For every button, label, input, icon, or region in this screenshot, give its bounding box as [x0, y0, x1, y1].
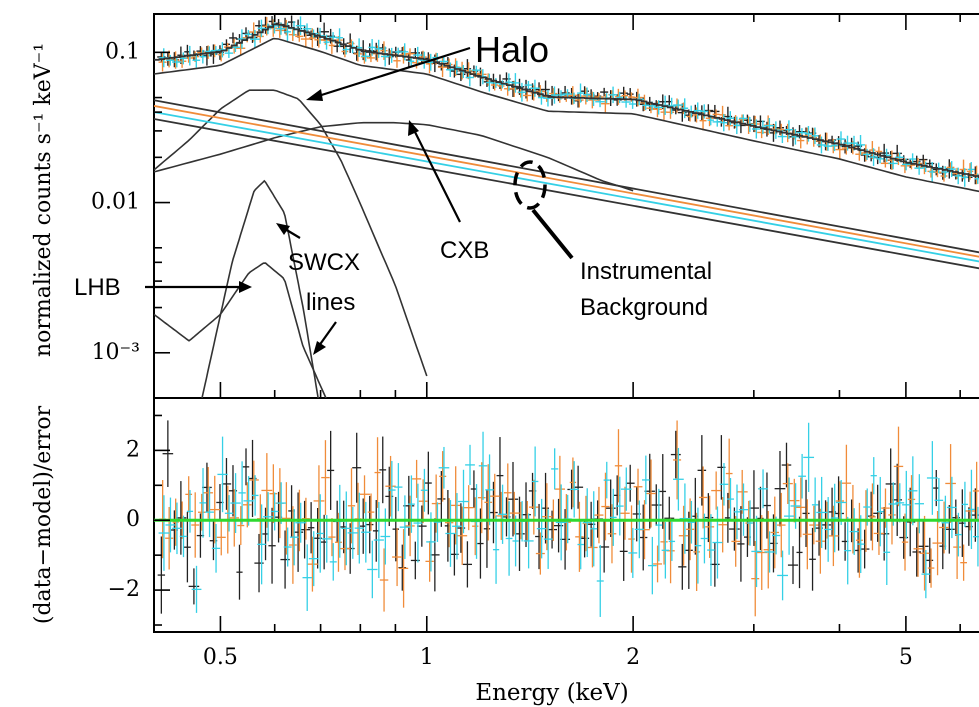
component-curve [154, 89, 428, 377]
background-label: Background [580, 294, 708, 321]
x-tick-label: 5 [899, 645, 913, 670]
y-tick-label-bottom: −2 [108, 577, 140, 602]
y-tick-label-top: 0.1 [105, 39, 140, 64]
y-tick-label-bottom: 0 [126, 507, 140, 532]
model-without-halo [154, 37, 979, 193]
lhb-arrowhead [239, 281, 252, 293]
y-axis-label-bottom: (data−model)/error [31, 405, 56, 624]
y-tick-label-bottom: 2 [126, 437, 140, 462]
residual-data-points [157, 420, 979, 617]
total-model-step [154, 23, 979, 179]
halo-arrowhead [306, 89, 323, 101]
spectrum-data-points [157, 15, 979, 187]
instrumental-marker [513, 160, 547, 210]
spectrum-panel-frame [153, 13, 979, 399]
lhb-label: LHB [74, 274, 121, 301]
residual-panel-frame [153, 397, 979, 633]
component-curve [201, 179, 319, 398]
swcx-arrowhead-upper [276, 223, 290, 235]
x-axis-label: Energy (keV) [475, 680, 628, 706]
background-line [154, 105, 979, 258]
cxb-label: CXB [440, 237, 489, 264]
y-tick-label-top: 10⁻³ [92, 340, 140, 365]
x-tick-label: 0.5 [203, 645, 238, 670]
x-tick-label: 1 [420, 645, 434, 670]
y-axis-label-top: normalized counts s⁻¹ keV⁻¹ [31, 43, 56, 357]
halo-arrow [311, 46, 471, 100]
x-tick-label: 2 [626, 645, 640, 670]
swcx-lines-label: lines [306, 289, 355, 316]
swcx-arrowhead-lower [313, 341, 326, 355]
cxb-arrowhead [408, 120, 419, 136]
cxb-arrow [411, 125, 461, 223]
halo-label: Halo [475, 29, 549, 70]
swcx-label: SWCX [288, 249, 360, 276]
y-tick-label-top: 0.01 [91, 190, 140, 215]
component-curve [154, 121, 634, 192]
total-model-lines [154, 23, 979, 270]
instrumental-arrow [531, 208, 574, 260]
model-components [154, 89, 634, 398]
background-line [154, 111, 979, 263]
background-line [154, 118, 979, 270]
axis-ticks [153, 14, 961, 632]
background-line [154, 99, 979, 254]
instrumental-label: Instrumental [580, 258, 712, 285]
